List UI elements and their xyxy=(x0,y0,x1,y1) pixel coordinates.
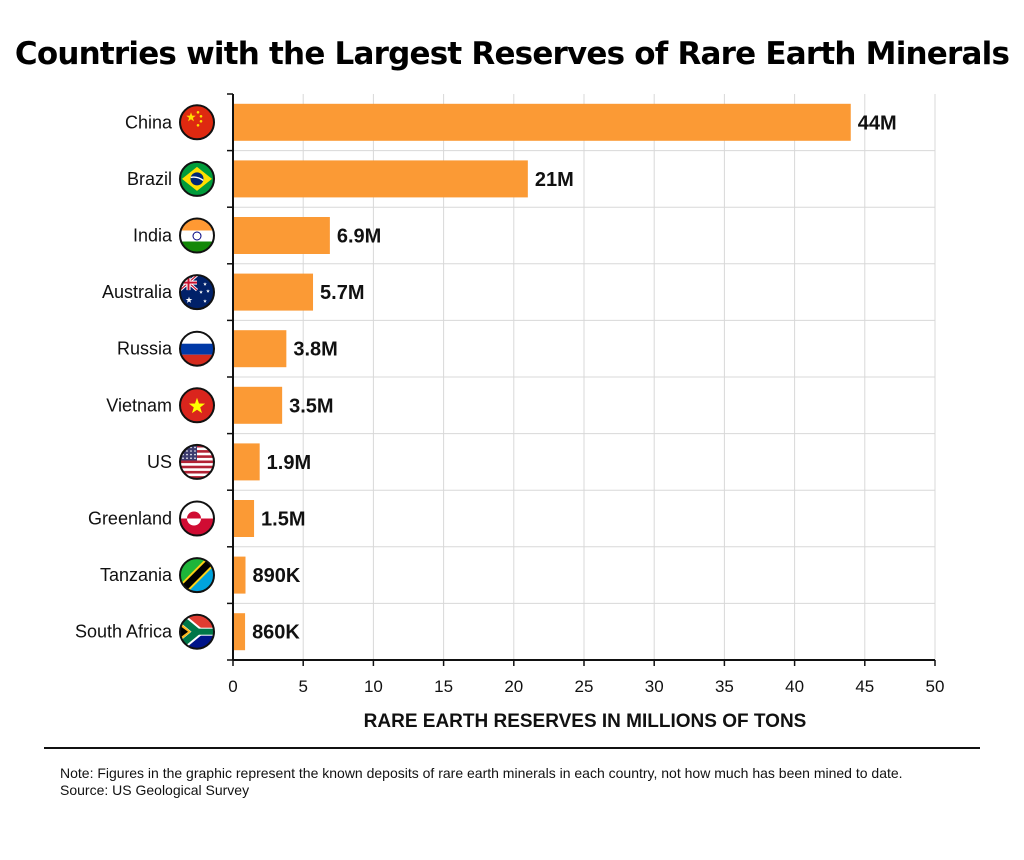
greenland-flag-icon xyxy=(179,500,215,537)
bars xyxy=(234,103,851,651)
australia-flag-icon xyxy=(179,274,215,311)
china-flag-icon xyxy=(179,104,215,141)
bar-china xyxy=(234,103,851,141)
footnote: Note: Figures in the graphic represent t… xyxy=(60,765,980,799)
category-label: Vietnam xyxy=(106,395,172,415)
bar-vietnam xyxy=(234,386,283,424)
bar-australia xyxy=(234,273,314,311)
flag-icons xyxy=(179,104,215,650)
category-labels: 44M China 21M Brazil 6.9M India 5.7M Australia 3… xyxy=(75,112,897,643)
south-africa-flag-icon xyxy=(179,613,215,650)
footnote-note: Note: Figures in the graphic represent t… xyxy=(60,765,903,781)
category-label: Greenland xyxy=(88,509,172,529)
footnote-source: Source: US Geological Survey xyxy=(60,782,250,798)
axes: 0 5 10 15 20 25 30 35 40 45 50 xyxy=(227,93,945,696)
us-flag-icon xyxy=(179,443,215,480)
category-label: China xyxy=(125,112,173,132)
x-tick-label: 45 xyxy=(855,677,874,696)
category-label: Russia xyxy=(117,339,173,359)
chart-title: Countries with the Largest Reserves of R… xyxy=(14,36,1010,72)
bar-value-label: 3.8M xyxy=(293,339,337,361)
bar-greenland xyxy=(234,500,255,537)
category-label: US xyxy=(147,452,172,472)
x-tick-label: 5 xyxy=(298,677,307,696)
x-tick-label: 10 xyxy=(364,677,383,696)
brazil-flag-icon xyxy=(179,160,215,197)
bar-brazil xyxy=(234,160,528,198)
category-label: Australia xyxy=(102,282,173,302)
bar-india xyxy=(234,217,330,254)
category-label: Brazil xyxy=(127,169,172,189)
x-tick-label: 50 xyxy=(926,677,945,696)
vietnam-flag-icon xyxy=(179,387,215,424)
bar-value-label: 5.7M xyxy=(320,282,364,304)
tanzania-flag-icon xyxy=(179,557,215,594)
x-axis-title: RARE EARTH RESERVES IN MILLIONS OF TONS xyxy=(364,711,807,732)
bar-tanzania xyxy=(234,556,246,594)
x-tick-label: 30 xyxy=(645,677,664,696)
bar-value-label: 3.5M xyxy=(289,395,333,417)
x-tick-label: 40 xyxy=(785,677,804,696)
category-label: India xyxy=(133,226,173,246)
x-tick-label: 0 xyxy=(228,677,237,696)
x-tick-label: 35 xyxy=(715,677,734,696)
bar-value-label: 44M xyxy=(858,112,897,134)
divider xyxy=(44,747,980,749)
russia-flag-icon xyxy=(179,330,215,367)
x-tick-label: 15 xyxy=(434,677,453,696)
bar-value-label: 6.9M xyxy=(337,226,381,248)
category-label: South Africa xyxy=(75,622,173,642)
bar-us xyxy=(234,443,260,481)
bar-value-label: 1.5M xyxy=(261,509,305,531)
x-tick-label: 20 xyxy=(504,677,523,696)
bar-russia xyxy=(234,330,287,368)
bar-value-label: 21M xyxy=(535,169,574,191)
bar-value-label: 1.9M xyxy=(267,452,311,474)
india-flag-icon xyxy=(179,217,215,254)
category-label: Tanzania xyxy=(100,565,173,585)
x-tick-label: 25 xyxy=(575,677,594,696)
bar-value-label: 890K xyxy=(252,565,300,587)
bar-south-africa xyxy=(234,613,246,651)
bar-chart: 0 5 10 15 20 25 30 35 40 45 50 44M China 21M Brazil 6.… xyxy=(75,93,945,732)
bar-value-label: 860K xyxy=(252,622,300,644)
